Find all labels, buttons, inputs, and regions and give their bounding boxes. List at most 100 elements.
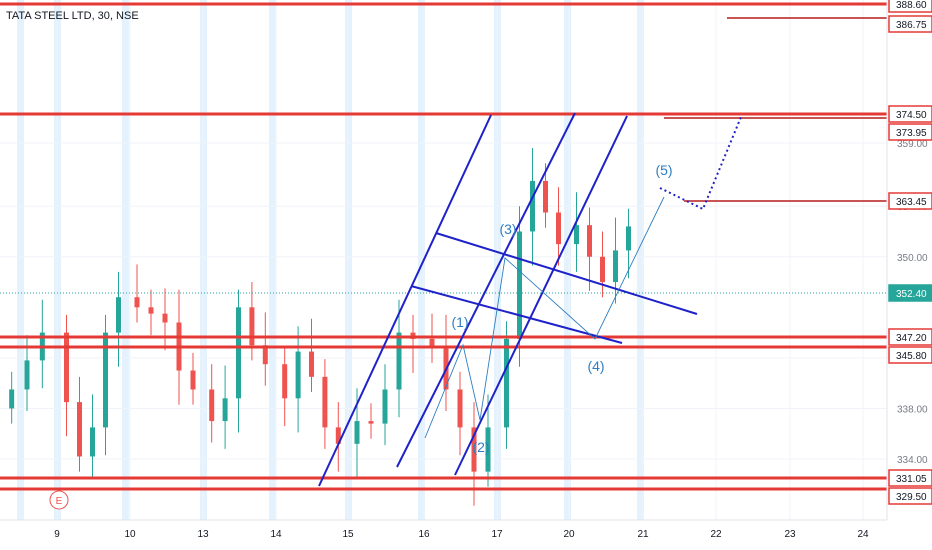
candle-body <box>354 421 360 444</box>
channel-line <box>318 114 492 487</box>
candle-body <box>504 338 509 428</box>
wave-label: (2) <box>472 439 489 455</box>
price-label-text: 363.45 <box>896 197 927 208</box>
time-tick-label: 9 <box>54 529 60 540</box>
horizontal-levels <box>0 2 887 491</box>
price-label-text: 374.50 <box>896 110 927 121</box>
channel-line <box>454 115 628 476</box>
time-tick-label: 24 <box>857 529 869 540</box>
candle-body <box>368 421 374 424</box>
price-label-text: 329.50 <box>896 492 927 503</box>
price-tick-label: 359.00 <box>897 139 928 150</box>
channels <box>318 112 698 487</box>
price-label-box <box>888 15 932 33</box>
wave-label: (4) <box>587 358 604 374</box>
candle-body <box>64 332 69 403</box>
candle-body <box>295 351 301 399</box>
candle-body <box>236 307 241 399</box>
channel-line <box>435 232 698 315</box>
candle-body <box>282 364 288 399</box>
candle-body <box>613 250 618 283</box>
price-label-text: 373.95 <box>896 128 927 139</box>
price-label-text: 345.80 <box>896 351 927 362</box>
candle-body <box>485 427 491 472</box>
price-label-text: 331.05 <box>896 474 927 485</box>
wave-label: (1) <box>451 314 468 330</box>
candle-body <box>262 345 268 365</box>
earnings-marker-label: E <box>56 496 63 507</box>
time-tick-label: 15 <box>342 529 354 540</box>
candle-body <box>335 427 341 444</box>
session-band <box>269 0 276 520</box>
earnings-marker <box>49 490 69 510</box>
candle-body <box>9 389 15 409</box>
chart-title: TATA STEEL LTD, 30, NSE <box>6 10 139 22</box>
time-axis[interactable]: 9 10 13 14 15 16 17 20 21 22 23 24 <box>0 519 887 540</box>
wave-projection <box>659 116 742 211</box>
candle-body <box>134 297 140 308</box>
misc: E <box>49 490 69 510</box>
price-label-text: 386.75 <box>896 20 927 31</box>
candle-body <box>626 226 631 251</box>
price-axis-bg <box>887 0 932 550</box>
candle-body <box>162 313 168 323</box>
price-label-text: 352.40 <box>896 289 927 300</box>
time-tick-label: 23 <box>784 529 796 540</box>
candle-body <box>77 402 82 457</box>
price-label-box <box>888 105 932 123</box>
candle-body <box>587 225 592 257</box>
price-label-box <box>888 0 932 13</box>
candle-body <box>24 360 30 390</box>
candle-body <box>148 307 154 314</box>
price-label-box <box>888 328 932 346</box>
candle-body <box>457 389 463 428</box>
price-label-text: 347.20 <box>896 333 927 344</box>
wave-annotations: (1) (2) (3) (4) (5) <box>424 116 742 455</box>
candle-body <box>309 351 314 377</box>
price-label-box <box>888 346 932 364</box>
candle-body <box>543 180 548 213</box>
price-tick-label: 350.00 <box>897 253 928 264</box>
time-tick-label: 21 <box>637 529 649 540</box>
candle-body <box>574 225 579 245</box>
candle-body <box>249 307 255 346</box>
wave-label: (3) <box>499 221 516 237</box>
wave-path <box>424 196 665 439</box>
price-label-box <box>888 469 932 487</box>
wave-label: (5) <box>655 162 672 178</box>
candle-body <box>116 297 121 333</box>
chart-background <box>17 0 644 520</box>
session-band <box>564 0 571 520</box>
price-tick-label: 338.00 <box>897 404 928 415</box>
candle-body <box>517 231 522 339</box>
price-axis[interactable]: 380.00359.00354.00350.00342.00338.00334.… <box>886 0 932 550</box>
time-tick-label: 13 <box>197 529 209 540</box>
price-label-box <box>888 284 932 302</box>
time-tick-label: 10 <box>124 529 136 540</box>
time-tick-label: 16 <box>418 529 430 540</box>
grid <box>0 0 887 520</box>
candle-body <box>429 338 435 348</box>
candle-body <box>382 389 388 424</box>
price-label-box <box>888 487 932 505</box>
candle-body <box>471 427 477 472</box>
time-tick-label: 22 <box>710 529 722 540</box>
channel-line <box>410 285 623 344</box>
channel-line <box>396 112 576 468</box>
candle-body <box>396 332 402 390</box>
session-band <box>418 0 425 520</box>
candle-body <box>222 398 228 422</box>
candle-body <box>103 332 108 428</box>
candle-body <box>530 180 535 232</box>
time-tick-label: 17 <box>491 529 503 540</box>
candle-body <box>209 389 215 422</box>
price-label-text: 388.60 <box>896 0 927 11</box>
time-tick-label: 20 <box>563 529 575 540</box>
candle-body <box>322 376 328 428</box>
price-tick-label: 334.00 <box>897 455 928 466</box>
candle-body <box>556 212 561 245</box>
session-band <box>637 0 644 520</box>
candle-body <box>90 427 95 457</box>
session-band <box>17 0 24 520</box>
